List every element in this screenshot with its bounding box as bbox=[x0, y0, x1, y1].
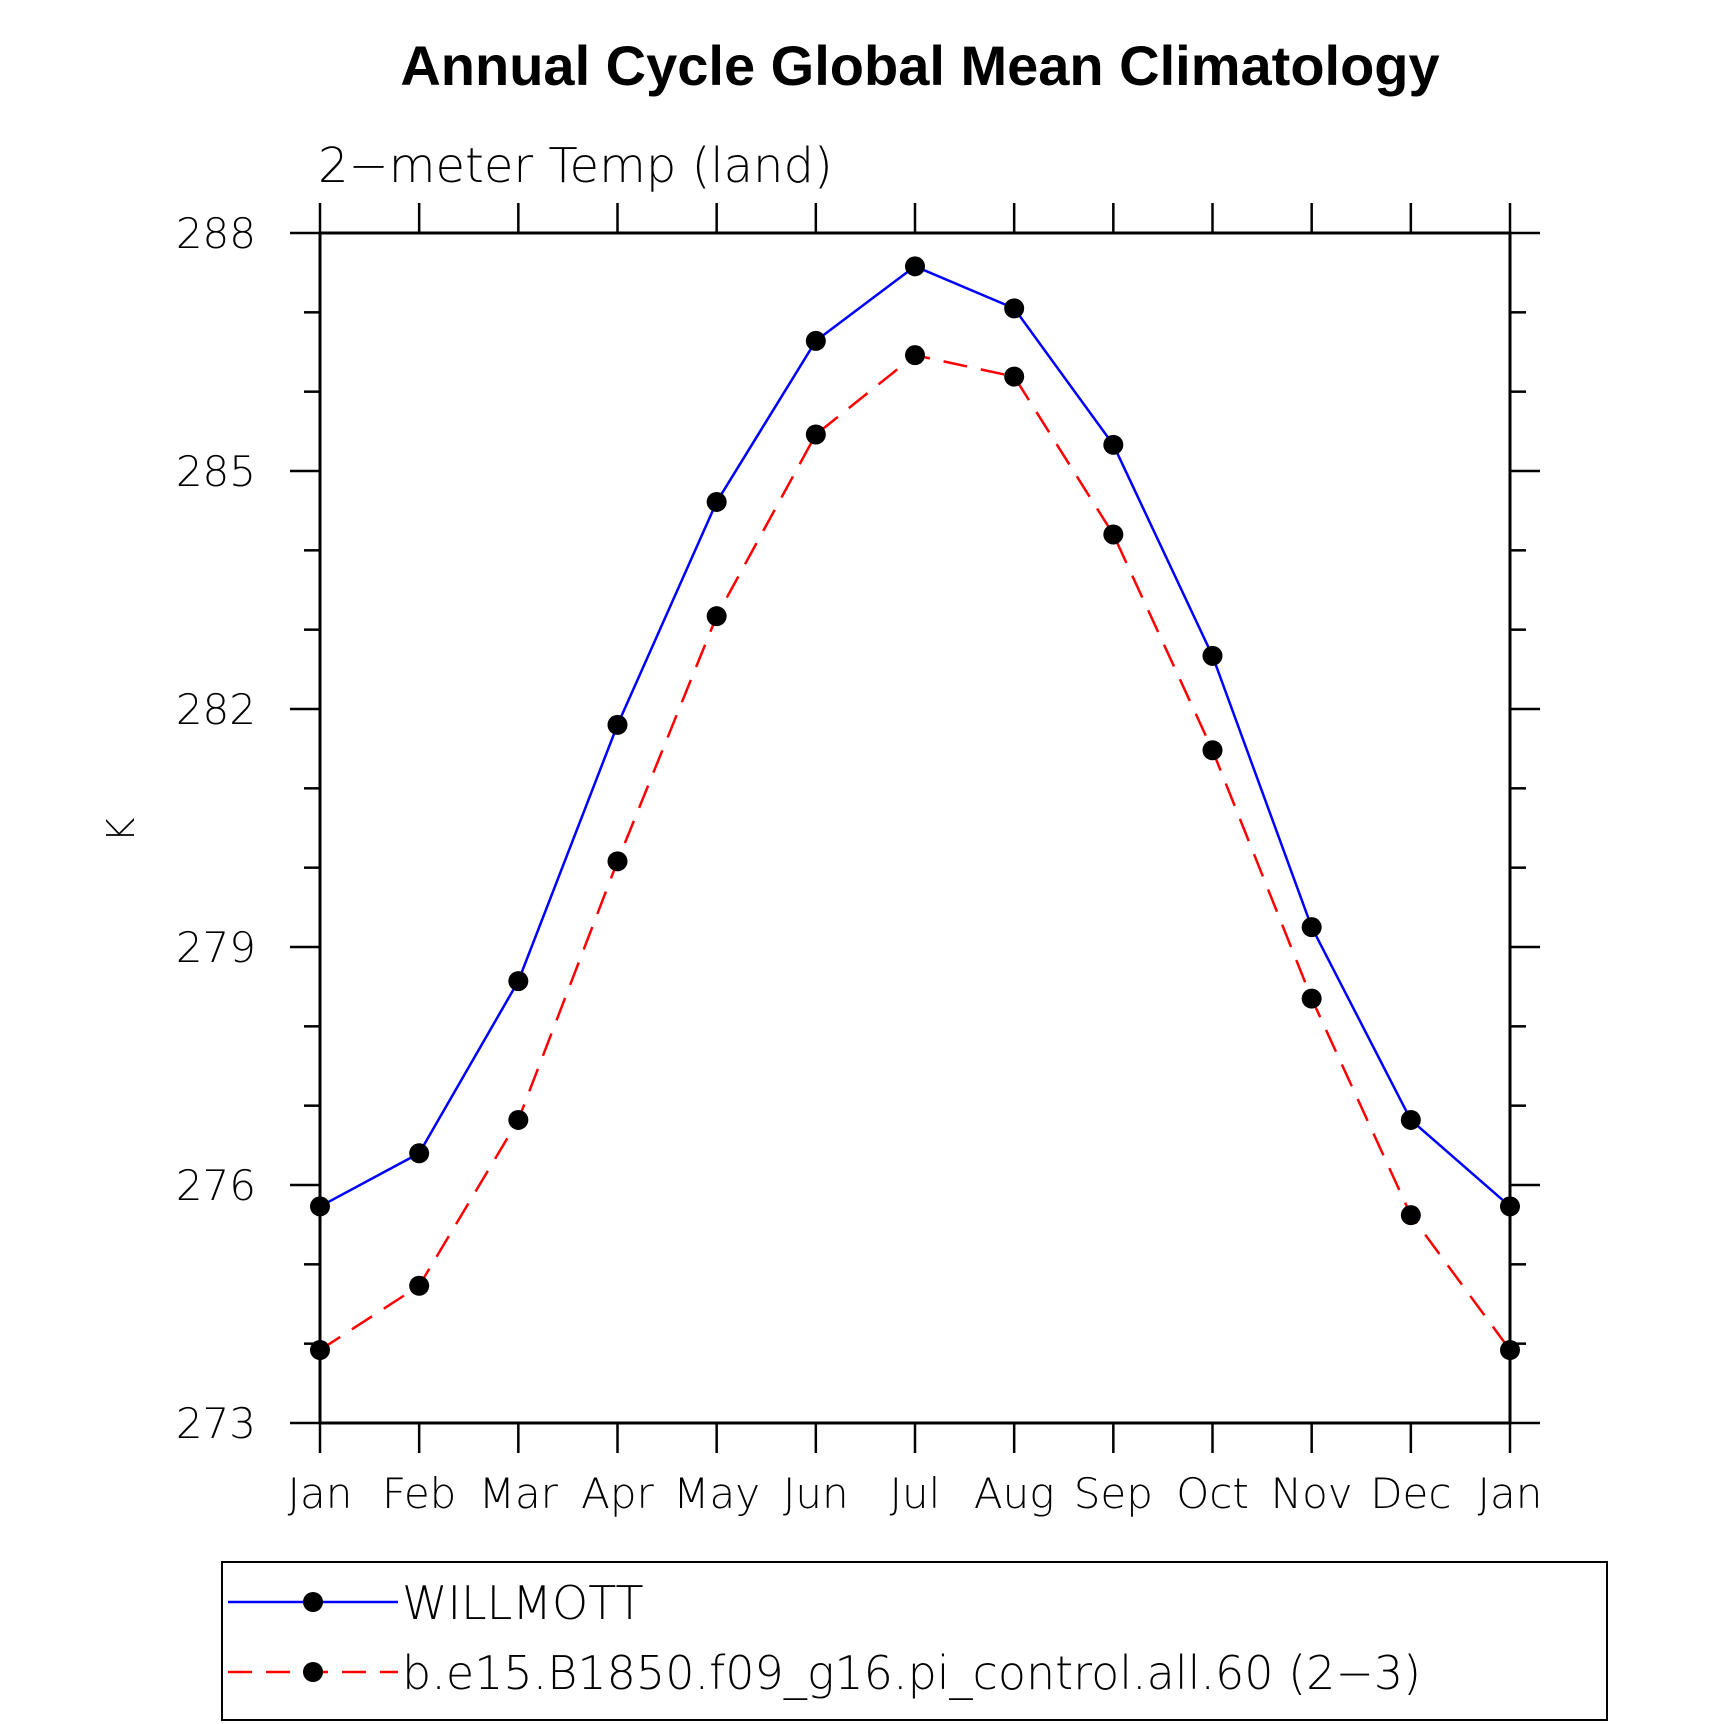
data-point-0 bbox=[607, 714, 628, 735]
y-tick-label: 276 bbox=[176, 1161, 256, 1210]
data-point-0 bbox=[905, 256, 925, 277]
data-point-1 bbox=[1004, 366, 1025, 387]
data-point-1 bbox=[1202, 740, 1223, 761]
data-point-1 bbox=[409, 1275, 430, 1296]
series-line-1 bbox=[319, 353, 1512, 1352]
x-tick-label: Dec bbox=[1370, 1469, 1451, 1518]
x-tick-label: Oct bbox=[1176, 1469, 1249, 1518]
x-tick-label: Jun bbox=[783, 1469, 849, 1518]
x-axis-ticks: Jan Feb Mar Apr May Jun Jul Aug Sep Oct Nov Dec Jan bbox=[288, 203, 1543, 1518]
legend-label-0: WILLMOTT bbox=[402, 1576, 644, 1630]
legend: WILLMOTT b.e15.B1850.f09_g16.pi_control.a… bbox=[228, 1576, 1421, 1700]
y-tick-label: 273 bbox=[176, 1399, 256, 1448]
data-point-1 bbox=[1301, 988, 1322, 1009]
y-tick-label: 282 bbox=[176, 685, 256, 734]
data-point-0 bbox=[1202, 645, 1223, 666]
y-axis-ticks: 273 276 279 282 285 288 bbox=[176, 209, 1540, 1448]
legend-label-1: b.e15.B1850.f09_g16.pi_control.all.60 (2… bbox=[402, 1646, 1421, 1700]
x-tick-label: Apr bbox=[581, 1469, 654, 1518]
legend-box bbox=[221, 1561, 1608, 1721]
x-tick-label: Jul bbox=[890, 1469, 941, 1518]
data-point-0 bbox=[1400, 1109, 1421, 1130]
plot-frame bbox=[318, 231, 1512, 1425]
data-point-0 bbox=[1004, 298, 1025, 319]
series-layer bbox=[310, 256, 1520, 1361]
y-axis-label: K bbox=[99, 817, 143, 842]
series-line-0 bbox=[319, 264, 1511, 1208]
legend-marker-0 bbox=[303, 1592, 323, 1612]
y-tick-label: 285 bbox=[176, 447, 256, 496]
data-point-1 bbox=[508, 1109, 529, 1130]
x-tick-label: Feb bbox=[382, 1469, 456, 1518]
chart-title: Annual Cycle Global Mean Climatology bbox=[400, 34, 1439, 97]
data-point-1 bbox=[607, 851, 628, 872]
data-point-1 bbox=[1500, 1340, 1520, 1361]
x-tick-label: Jan bbox=[288, 1469, 353, 1518]
chart-subtitle: 2−meter Temp (land) bbox=[318, 138, 833, 194]
y-tick-label: 279 bbox=[176, 923, 256, 972]
x-tick-label: Sep bbox=[1074, 1469, 1153, 1518]
data-point-1 bbox=[706, 606, 727, 627]
data-point-0 bbox=[1301, 917, 1322, 938]
data-point-0 bbox=[805, 330, 826, 351]
data-point-0 bbox=[508, 971, 529, 992]
data-point-1 bbox=[310, 1340, 330, 1361]
x-tick-label: Aug bbox=[974, 1469, 1055, 1518]
data-point-0 bbox=[1500, 1196, 1520, 1217]
data-point-1 bbox=[905, 345, 925, 366]
x-tick-label: Mar bbox=[479, 1469, 559, 1518]
data-point-0 bbox=[1103, 434, 1124, 455]
data-point-1 bbox=[1103, 524, 1124, 545]
x-tick-label: Jan bbox=[1478, 1469, 1543, 1518]
data-point-1 bbox=[805, 424, 826, 445]
legend-marker-1 bbox=[303, 1662, 323, 1682]
data-point-0 bbox=[310, 1196, 330, 1217]
data-point-0 bbox=[409, 1143, 430, 1164]
x-tick-label: Nov bbox=[1271, 1469, 1353, 1518]
data-point-1 bbox=[1400, 1205, 1421, 1226]
x-tick-label: May bbox=[673, 1469, 760, 1518]
y-tick-label: 288 bbox=[176, 209, 256, 258]
data-point-0 bbox=[706, 491, 727, 512]
